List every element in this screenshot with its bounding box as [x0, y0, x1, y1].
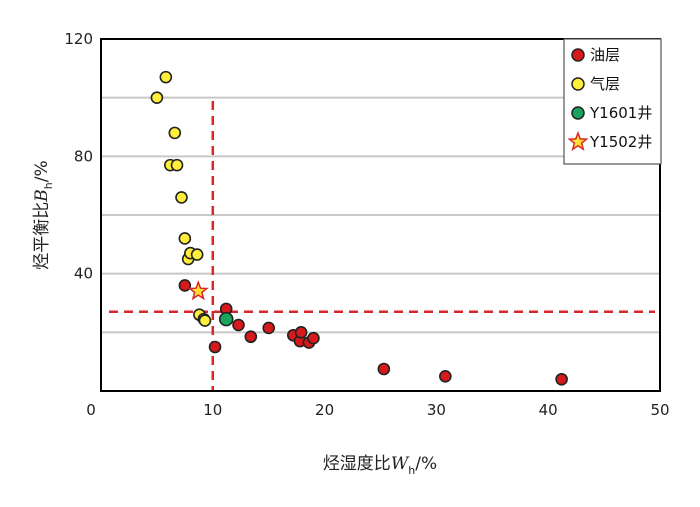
x-axis-label-symbol: W	[391, 454, 410, 474]
data-points	[150, 70, 568, 386]
point-series-1-12	[198, 314, 212, 327]
point-series-1-0	[150, 91, 164, 104]
y-tick-labels: 40 80 120	[64, 30, 93, 283]
x-axis-label-unit: /%	[415, 454, 437, 474]
legend-label-3: Y1502井	[589, 133, 652, 151]
point-series-2-0	[218, 311, 234, 327]
point-series-0-14	[555, 372, 568, 386]
point-series-0-11	[307, 331, 320, 345]
x-tick-label-50: 50	[650, 401, 669, 419]
legend-label-2: Y1601井	[589, 104, 652, 122]
point-series-1-6	[178, 232, 192, 245]
y-axis-label-symbol: B	[32, 189, 52, 203]
x-axis-label-subscript: h	[408, 464, 415, 477]
x-tick-labels: 0 10 20 30 40 50	[86, 401, 669, 419]
legend-marker-0	[571, 48, 585, 62]
point-series-1-3	[168, 126, 182, 140]
x-tick-label-40: 40	[539, 401, 558, 419]
legend-marker-3	[567, 130, 589, 152]
y-tick-label-80: 80	[74, 147, 93, 165]
legend-marker-1	[571, 77, 585, 91]
point-series-1-1	[159, 70, 173, 84]
point-series-0-4	[232, 318, 245, 332]
y-tick-label-40: 40	[74, 265, 93, 283]
point-series-0-5	[244, 330, 258, 344]
x-tick-label-20: 20	[315, 401, 334, 419]
point-series-0-9	[294, 326, 308, 339]
y-axis-label: 烃平衡比Bh/%	[32, 160, 55, 269]
point-series-1-5	[175, 191, 188, 204]
x-tick-label-0: 0	[86, 401, 96, 419]
x-axis-label: 烃湿度比Wh/%	[323, 454, 437, 477]
legend-label-0: 油层	[590, 46, 620, 64]
legend-label-1: 气层	[590, 75, 620, 93]
point-series-0-0	[178, 279, 192, 292]
x-tick-label-30: 30	[427, 401, 446, 419]
y-axis-label-unit: /%	[32, 160, 52, 182]
x-axis-label-main: 烃湿度比	[323, 454, 391, 474]
point-series-0-2	[208, 340, 222, 354]
y-axis-label-main: 烃平衡比	[32, 202, 52, 270]
point-series-1-4	[170, 158, 184, 172]
point-series-3-0	[187, 280, 209, 301]
y-tick-label-120: 120	[64, 30, 93, 48]
y-axis-label-subscript: h	[42, 182, 55, 189]
point-series-0-6	[262, 321, 276, 335]
plot-frame	[100, 38, 661, 392]
point-series-0-12	[377, 362, 391, 376]
point-series-0-13	[439, 370, 452, 383]
legend-marker-2	[571, 106, 585, 120]
point-series-1-9	[190, 248, 204, 261]
x-tick-label-10: 10	[203, 401, 222, 419]
